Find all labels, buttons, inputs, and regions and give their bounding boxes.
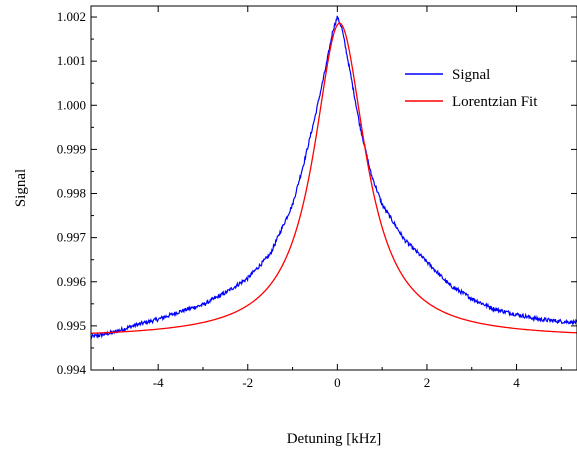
y-tick-label: 0.998	[57, 186, 86, 201]
legend-label: Signal	[452, 67, 490, 83]
y-tick-label: 0.995	[57, 318, 86, 333]
y-tick-label: 1.000	[57, 97, 86, 112]
y-tick-label: 1.002	[57, 9, 86, 24]
x-tick-label: -4	[153, 375, 164, 390]
y-tick-label: 0.994	[57, 362, 87, 377]
x-axis-title: Detuning [kHz]	[287, 431, 382, 447]
series-line-signal	[91, 15, 577, 340]
legend-label: Lorentzian Fit	[452, 94, 538, 110]
y-tick-label: 0.997	[57, 230, 87, 245]
y-tick-label: 0.996	[57, 274, 87, 289]
y-tick-label: 1.001	[57, 53, 86, 68]
y-axis-title: Signal	[13, 169, 29, 207]
x-tick-label: -2	[242, 375, 253, 390]
plot-frame	[90, 5, 577, 371]
legend: Signal Lorentzian Fit	[405, 67, 538, 110]
series-line-lorentzian-fit	[91, 22, 577, 334]
x-tick-label: 4	[513, 375, 520, 390]
y-tick-label: 0.999	[57, 141, 86, 156]
x-tick-label: 2	[424, 375, 431, 390]
x-tick-label: 0	[334, 375, 341, 390]
